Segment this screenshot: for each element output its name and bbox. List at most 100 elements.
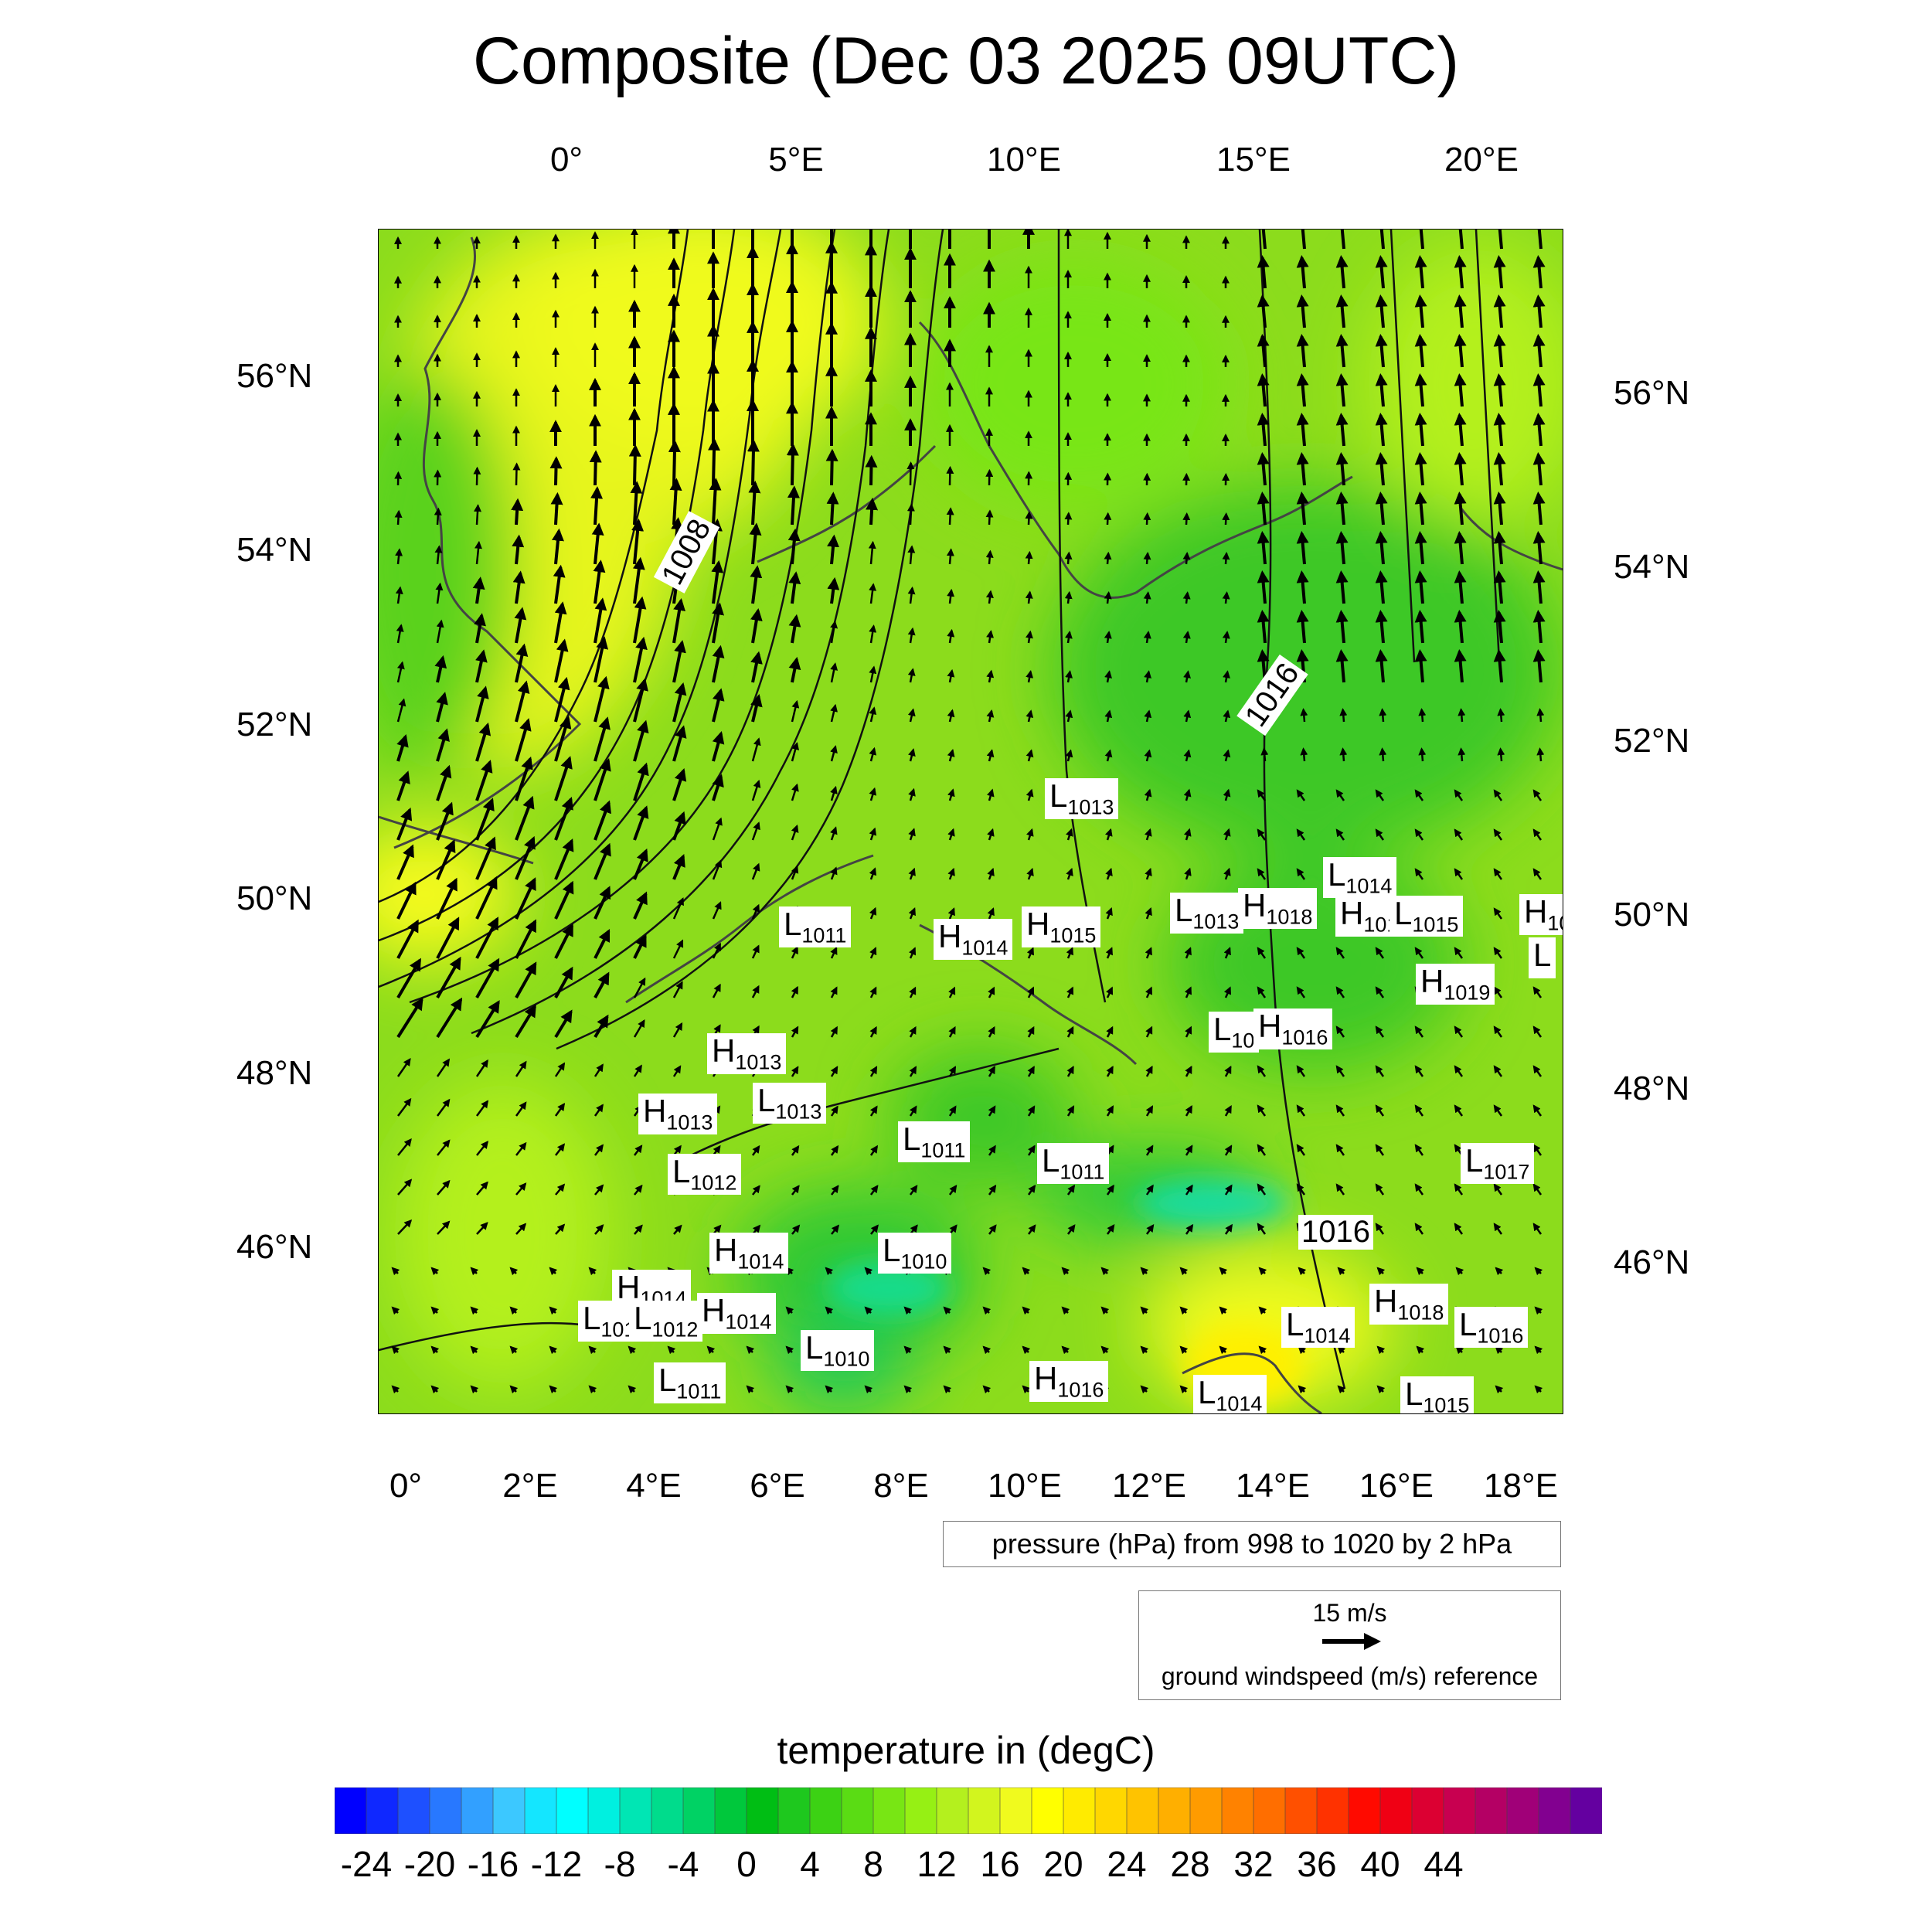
- bottom-lon-label: 8°E: [873, 1467, 929, 1505]
- wind-vector: [470, 1345, 479, 1355]
- pressure-center-label: L1010: [878, 1233, 952, 1274]
- colorbar-swatch: [1094, 1787, 1128, 1834]
- wind-vector: [1182, 591, 1191, 604]
- wind-vector: [1106, 1223, 1115, 1235]
- wind-vector: [1296, 492, 1309, 526]
- wind-vector: [1493, 452, 1506, 486]
- wind-vector: [1223, 749, 1231, 762]
- wind-vector: [1493, 1026, 1503, 1038]
- wind-vector: [435, 582, 444, 604]
- wind-vector: [1104, 512, 1112, 526]
- colorbar-tick-label: 4: [800, 1844, 820, 1884]
- wind-vector: [1296, 413, 1309, 447]
- wind-vector: [1219, 1267, 1228, 1276]
- pressure-center-label: L1010: [801, 1330, 875, 1372]
- wind-vector: [1061, 1345, 1070, 1355]
- wind-vector: [1532, 255, 1546, 289]
- wind-vector: [1532, 294, 1546, 328]
- wind-vector: [475, 1059, 488, 1077]
- wind-vector: [712, 688, 725, 723]
- wind-vector: [1026, 709, 1034, 723]
- wind-vector: [1185, 1065, 1192, 1077]
- wind-vector: [948, 1026, 956, 1038]
- wind-vector: [1106, 1065, 1114, 1077]
- wind-vector: [555, 1223, 566, 1235]
- wind-vector: [549, 1345, 558, 1355]
- wind-vector: [436, 1098, 451, 1117]
- wind-vector: [1066, 1105, 1075, 1117]
- wind-vector: [1184, 867, 1192, 880]
- wind-vector: [988, 1066, 995, 1077]
- wind-vector: [1296, 947, 1306, 959]
- wind-vector: [1335, 649, 1349, 683]
- wind-vector: [1257, 531, 1270, 565]
- wind-vector: [1066, 867, 1073, 880]
- wind-vector: [1219, 1306, 1228, 1315]
- colorbar-swatch: [429, 1787, 462, 1834]
- wind-vector: [1145, 907, 1152, 920]
- wind-vector: [1145, 1145, 1154, 1156]
- wind-vector: [1375, 294, 1388, 328]
- wind-vector: [396, 881, 417, 920]
- wind-vector: [434, 545, 443, 565]
- wind-vector: [430, 1267, 440, 1276]
- wind-vector: [515, 919, 537, 959]
- wind-vector: [1182, 512, 1191, 526]
- wind-vector: [1145, 986, 1153, 998]
- wind-vector: [864, 1385, 873, 1394]
- wind-vector: [437, 1179, 451, 1196]
- top-lon-label: 5°E: [768, 141, 824, 179]
- wind-vector: [1532, 1183, 1543, 1196]
- wind-vector: [1497, 708, 1505, 723]
- wind-vector: [869, 583, 877, 604]
- wind-vector: [1493, 1223, 1503, 1235]
- wind-vector: [1022, 1345, 1031, 1355]
- wind-vector: [1257, 986, 1267, 998]
- wind-vector: [554, 966, 573, 998]
- wind-vector: [631, 519, 645, 565]
- wind-vector: [1493, 334, 1506, 368]
- wind-vector: [475, 1100, 489, 1117]
- wind-vector: [633, 636, 648, 683]
- wind-vector: [830, 662, 838, 683]
- wind-vector: [1335, 294, 1349, 328]
- colorbar-swatch: [1158, 1787, 1191, 1834]
- wind-vector: [1454, 413, 1467, 447]
- wind-vector: [1493, 255, 1506, 289]
- wind-vector: [1532, 570, 1546, 604]
- wind-vector: [986, 630, 995, 644]
- wind-vector: [1224, 1105, 1232, 1117]
- wind-vector: [1223, 986, 1232, 998]
- wind-vector: [1298, 1385, 1307, 1394]
- wind-vector: [712, 602, 724, 644]
- wind-vector: [475, 722, 492, 762]
- wind-vector: [908, 947, 917, 959]
- map-panel: 1008 1016 1016 L1013 L1014 L1011 H1014 H…: [379, 230, 1563, 1413]
- colorbar-tick-label: 8: [863, 1844, 883, 1884]
- wind-vector: [1335, 413, 1349, 447]
- wind-vector: [870, 1224, 879, 1235]
- wind-vector: [1532, 531, 1546, 565]
- wind-vector: [1064, 631, 1073, 644]
- wind-vector: [1145, 867, 1152, 880]
- wind-vector: [1493, 294, 1506, 328]
- wind-vector: [470, 1267, 479, 1276]
- wind-vector: [1418, 747, 1427, 762]
- wind-vector: [593, 560, 606, 604]
- wind-vector: [1179, 1267, 1189, 1276]
- wind-vector: [1027, 1066, 1035, 1077]
- wind-vector: [1296, 255, 1309, 289]
- wind-vector: [1257, 452, 1270, 486]
- colorbar-swatch: [587, 1787, 621, 1834]
- wind-vector: [1532, 610, 1546, 644]
- wind-vector: [1454, 334, 1467, 368]
- wind-vector: [1418, 708, 1427, 723]
- wind-vector: [395, 548, 403, 565]
- wind-vector: [396, 844, 414, 880]
- wind-vector: [1257, 294, 1270, 328]
- wind-vector: [947, 907, 955, 920]
- wind-vector: [1258, 1306, 1267, 1315]
- wind-vector: [1375, 1104, 1385, 1117]
- wind-vector: [475, 760, 493, 801]
- wind-vector: [554, 1062, 566, 1077]
